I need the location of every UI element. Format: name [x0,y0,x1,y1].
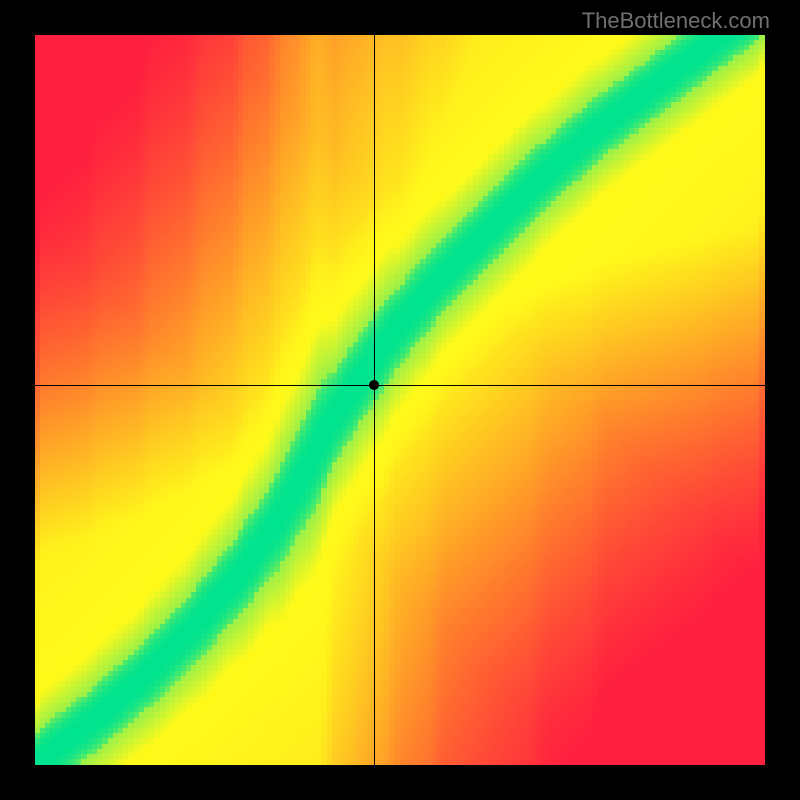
heatmap-canvas [35,35,765,765]
crosshair-marker [369,380,379,390]
chart-container: TheBottleneck.com [0,0,800,800]
crosshair-horizontal [35,385,765,386]
watermark-text: TheBottleneck.com [582,8,770,34]
plot-area [35,35,765,765]
crosshair-vertical [374,35,375,765]
